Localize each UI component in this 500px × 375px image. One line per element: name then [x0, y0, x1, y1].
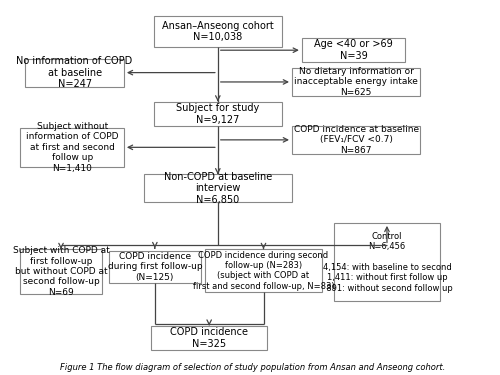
Text: No information of COPD
at baseline
N=247: No information of COPD at baseline N=247 [16, 56, 132, 89]
Text: Subject with COPD at
first follow-up
but without COPD at
second follow-up
N=69: Subject with COPD at first follow-up but… [12, 246, 110, 297]
FancyBboxPatch shape [20, 249, 102, 294]
Text: Subject for study
N=9,127: Subject for study N=9,127 [176, 103, 260, 125]
Text: Non-COPD at baseline
interview
N=6,850: Non-COPD at baseline interview N=6,850 [164, 172, 272, 205]
FancyBboxPatch shape [334, 223, 440, 302]
FancyBboxPatch shape [292, 68, 420, 96]
FancyBboxPatch shape [154, 16, 282, 47]
Text: Ansan–Anseong cohort
N=10,038: Ansan–Anseong cohort N=10,038 [162, 21, 274, 42]
FancyBboxPatch shape [109, 251, 200, 283]
Text: COPD incidence during second
follow-up (N=283)
(subject with COPD at
first and s: COPD incidence during second follow-up (… [192, 251, 334, 291]
Text: No dietary information or
inacceptable energy intake
N=625: No dietary information or inacceptable e… [294, 67, 418, 97]
FancyBboxPatch shape [20, 128, 124, 167]
Text: COPD incidence
N=325: COPD incidence N=325 [170, 327, 248, 349]
Text: Subject without
information of COPD
at first and second
follow up
N=1,410: Subject without information of COPD at f… [26, 122, 118, 172]
Text: COPD incidence at baseline
(FEV₁/FCV <0.7)
N=867: COPD incidence at baseline (FEV₁/FCV <0.… [294, 125, 418, 155]
FancyBboxPatch shape [302, 38, 406, 62]
Text: Control
N=6,456

4,154: with baseline to second
1,411: without first follow up
 : Control N=6,456 4,154: with baseline to … [321, 232, 453, 293]
FancyBboxPatch shape [151, 326, 267, 350]
FancyBboxPatch shape [206, 249, 322, 292]
Text: Age <40 or >69
N=39: Age <40 or >69 N=39 [314, 39, 393, 61]
FancyBboxPatch shape [292, 126, 420, 154]
Text: COPD incidence
during first follow-up
(N=125): COPD incidence during first follow-up (N… [108, 252, 202, 282]
Text: Figure 1 The flow diagram of selection of study population from Ansan and Anseon: Figure 1 The flow diagram of selection o… [60, 363, 445, 372]
FancyBboxPatch shape [154, 102, 282, 126]
FancyBboxPatch shape [25, 58, 124, 87]
FancyBboxPatch shape [144, 174, 292, 202]
